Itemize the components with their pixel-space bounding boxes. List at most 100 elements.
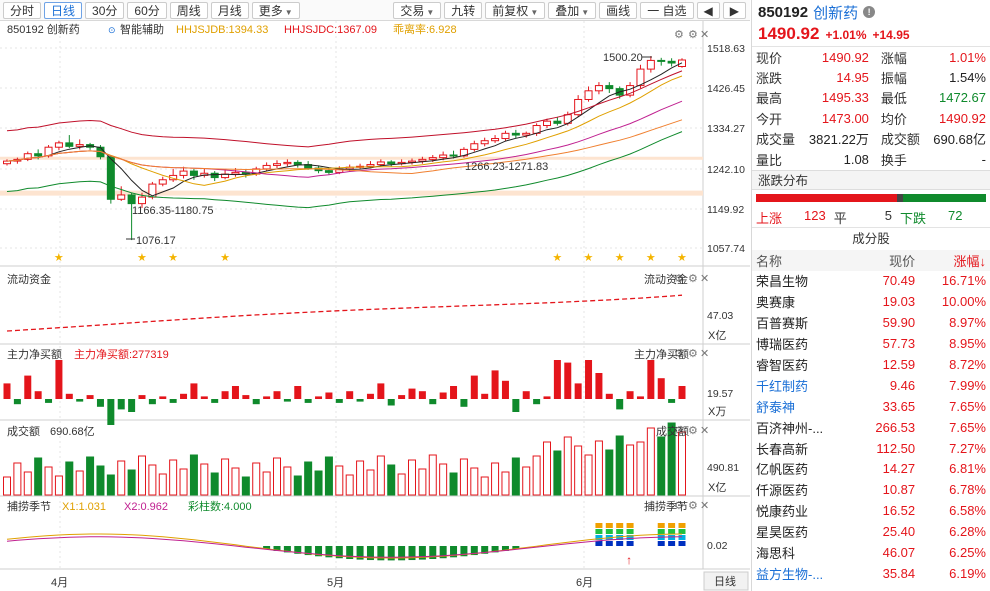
constituents-header-cell[interactable]: 名称 [752, 249, 855, 271]
trade-button[interactable]: 交易 ▼ [393, 1, 442, 19]
down-count: 72 [947, 207, 963, 223]
kline-chart[interactable]: ⚙⚙ ✕⚙⚙ ✕⚙⚙ ✕⚙⚙ ✕⚙⚙ ✕ ★ ★ ★ ★ ★ ★ ★ ★ ★ ↑ 850192 创新药 ⊙… [0, 21, 750, 591]
volume-bar [3, 476, 11, 496]
settings-icon[interactable]: ⚙ [674, 425, 684, 437]
constituent-row[interactable]: 亿帆医药 14.27 6.81% [752, 459, 990, 480]
tab-daily[interactable]: 日线 [44, 1, 83, 19]
next-arrow-icon[interactable]: ▶ [722, 1, 746, 19]
quote-name[interactable]: 创新药 [813, 4, 859, 22]
settings-icon[interactable]: ⚙ [674, 348, 684, 360]
volume-bar [169, 459, 178, 496]
tab-weekly[interactable]: 周线 [169, 1, 208, 19]
constituent-row[interactable]: 仟源医药 10.87 6.78% [752, 479, 990, 500]
constituents-header-cell[interactable]: 涨幅↓ [919, 249, 990, 271]
signal-stars: ★ ★ ★ ★ ★ ★ ★ ★ ★ [54, 252, 687, 264]
constituent-row[interactable]: 舒泰神 33.65 7.65% [752, 396, 990, 417]
constituent-name[interactable]: 舒泰神 [756, 399, 796, 415]
volume-bar [501, 471, 510, 496]
settings-icon[interactable]: ⚙ [674, 500, 684, 512]
volume-bar [241, 476, 250, 496]
constituent-name[interactable]: 亿帆医药 [756, 462, 809, 478]
gear-icon[interactable]: ⚙ [688, 425, 698, 437]
constituent-name[interactable]: 长春高新 [756, 441, 809, 457]
distribution-bar [756, 193, 986, 202]
nine-turn-button[interactable]: 九转 [444, 1, 483, 19]
gear-icon[interactable]: ⚙ [688, 500, 698, 512]
net-bar [387, 399, 395, 406]
assist-chevron-icon[interactable]: ⊙ [108, 25, 116, 35]
settings-icon[interactable]: ⚙ [674, 273, 684, 285]
info-icon[interactable]: ! [863, 6, 876, 18]
constituent-price: 70.49 [882, 273, 916, 289]
close-icon[interactable]: ✕ [700, 29, 709, 41]
constituents-header-cell[interactable]: 现价 [854, 249, 920, 271]
constituent-row[interactable]: 星昊医药 25.40 6.28% [752, 521, 990, 542]
constituent-name[interactable]: 荣昌生物 [756, 274, 809, 290]
constituent-change: 6.25% [949, 545, 986, 561]
watchlist-button[interactable]: 一 自选 [640, 1, 694, 19]
constituent-row[interactable]: 海思科 46.07 6.25% [752, 542, 990, 563]
quote-title: 850192 创新药 ! [752, 0, 990, 24]
gear-icon[interactable]: ⚙ [688, 273, 698, 285]
tab-60min[interactable]: 60分 [127, 1, 167, 19]
assist-label[interactable]: 智能辅助 [120, 22, 164, 36]
constituent-row[interactable]: 百济神州-... 266.53 7.65% [752, 417, 990, 438]
season-color-bar [678, 535, 686, 540]
overlay-button[interactable]: 叠加 ▼ [548, 1, 597, 19]
constituent-row[interactable]: 荣昌生物 70.49 16.71% [752, 271, 990, 292]
close-icon[interactable]: ✕ [700, 425, 709, 437]
close-icon[interactable]: ✕ [700, 348, 709, 360]
constituent-change: 7.27% [949, 440, 986, 456]
constituent-name[interactable]: 仟源医药 [756, 483, 809, 499]
constituent-row[interactable]: 博瑞医药 57.73 8.95% [752, 333, 990, 354]
gear-icon[interactable]: ⚙ [688, 29, 698, 41]
constituent-name[interactable]: 百普赛斯 [756, 316, 809, 332]
constituent-name[interactable]: 悦康药业 [756, 504, 809, 520]
close-icon[interactable]: ✕ [700, 500, 709, 512]
net-bar [304, 399, 312, 403]
constituent-row[interactable]: 奥赛康 19.03 10.00% [752, 291, 990, 312]
tab-more[interactable]: 更多 ▼ [251, 1, 300, 19]
season-color-bar [616, 541, 624, 546]
candle [293, 160, 302, 168]
tab-30min[interactable]: 30分 [85, 1, 125, 19]
constituent-name[interactable]: 千红制药 [756, 378, 809, 394]
close-icon[interactable]: ✕ [700, 273, 709, 285]
volume-bar [605, 449, 614, 496]
gear-icon[interactable]: ⚙ [688, 348, 698, 360]
constituent-name[interactable]: 星昊医药 [756, 525, 809, 541]
volume-bar [657, 436, 666, 496]
candle [3, 159, 11, 166]
tab-timeshare[interactable]: 分时 [3, 1, 42, 19]
draw-button[interactable]: 画线 [599, 1, 638, 19]
candle [646, 56, 655, 73]
constituent-row[interactable]: 长春高新 112.50 7.27% [752, 438, 990, 459]
constituent-row[interactable]: 百普赛斯 59.90 8.97% [752, 312, 990, 333]
settings-icon[interactable]: ⚙ [674, 29, 684, 41]
constituent-row[interactable]: 悦康药业 16.52 6.58% [752, 500, 990, 521]
season-bar [450, 546, 458, 558]
volume-bar [574, 445, 583, 496]
prev-arrow-icon[interactable]: ◀ [696, 1, 720, 19]
constituent-name[interactable]: 益方生物-... [756, 566, 824, 582]
constituent-name[interactable]: 百济神州-... [756, 420, 824, 436]
constituent-name[interactable]: 博瑞医药 [756, 337, 809, 353]
constituent-row[interactable]: 益方生物-... 35.84 6.19% [752, 563, 990, 584]
constituent-name[interactable]: 睿智医药 [756, 358, 809, 373]
adjust-button[interactable]: 前复权 ▼ [485, 1, 546, 19]
net-bar [34, 391, 42, 399]
candle [387, 160, 396, 167]
tab-monthly[interactable]: 月线 [210, 1, 249, 19]
daily-button[interactable] [703, 571, 749, 591]
constituent-name[interactable]: 海思科 [756, 546, 796, 562]
volume-bar [34, 457, 43, 496]
constituent-price: 19.03 [882, 294, 916, 310]
constituent-row[interactable]: 睿智医药 12.59 8.72% [752, 354, 990, 375]
constituent-row[interactable]: 千红制药 9.46 7.99% [752, 375, 990, 396]
fund-line [6, 294, 683, 332]
volume-bar [459, 458, 468, 496]
quote-value: 1473.00 [821, 110, 869, 126]
fund-y-value: 47.03 [707, 310, 733, 322]
constituent-name[interactable]: 奥赛康 [756, 295, 796, 311]
quote-value: 1472.67 [939, 90, 986, 106]
